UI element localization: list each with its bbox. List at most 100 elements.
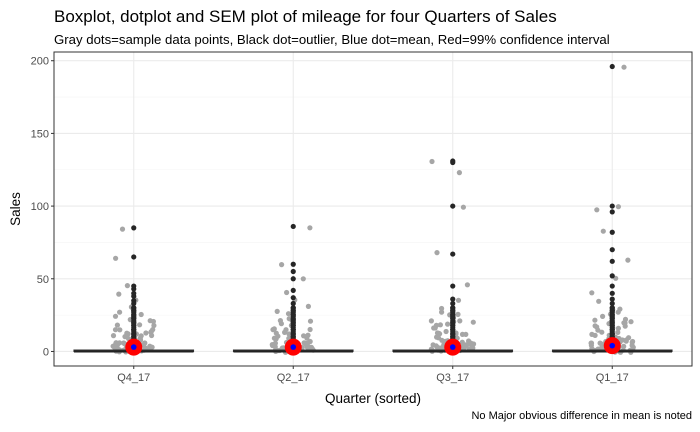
- sample-point: [125, 331, 131, 337]
- sample-point: [307, 326, 313, 333]
- sample-point: [116, 291, 122, 297]
- sample-point: [433, 322, 439, 328]
- sample-point: [273, 330, 279, 336]
- sample-point: [439, 305, 445, 312]
- sample-point: [435, 345, 441, 351]
- sample-point: [300, 276, 306, 282]
- sample-point: [112, 327, 119, 333]
- sample-point: [621, 343, 627, 349]
- sample-point: [600, 313, 606, 319]
- sample-point: [596, 298, 602, 304]
- outlier-point: [290, 300, 296, 307]
- mean-point: [449, 344, 456, 350]
- outlier-point: [450, 296, 456, 302]
- sample-point: [151, 322, 157, 329]
- sample-point: [455, 297, 462, 303]
- box-group-q3_17: [392, 158, 514, 356]
- x-tick-label: Q3_17: [436, 372, 469, 384]
- sample-point: [439, 337, 445, 343]
- sample-point: [305, 303, 311, 309]
- sample-point: [273, 336, 279, 342]
- outlier-point: [131, 254, 137, 260]
- sample-point: [629, 339, 635, 345]
- sample-point: [443, 328, 449, 335]
- sample-point: [282, 329, 288, 335]
- outlier-point: [450, 251, 456, 257]
- sample-point: [285, 311, 292, 317]
- sample-point: [113, 255, 119, 261]
- outlier-point: [290, 268, 296, 275]
- box-group-q1_17: [551, 63, 673, 355]
- sample-point: [112, 313, 119, 319]
- sample-point: [459, 339, 465, 345]
- x-tick-label: Q1_17: [596, 372, 629, 384]
- sample-point: [272, 344, 278, 350]
- sample-point: [594, 207, 600, 213]
- sample-point: [460, 204, 466, 210]
- outlier-point: [609, 290, 615, 296]
- sample-point: [589, 290, 595, 296]
- sample-point: [307, 318, 314, 324]
- outlier-point: [290, 261, 296, 267]
- sample-point: [445, 321, 451, 327]
- panel-background: [54, 52, 692, 366]
- sample-point: [456, 170, 462, 176]
- sample-point: [463, 331, 469, 337]
- sample-point: [457, 318, 463, 324]
- outlier-point: [609, 229, 615, 235]
- sample-point: [148, 329, 154, 335]
- sample-point: [470, 319, 476, 325]
- sample-point: [594, 324, 600, 330]
- sample-point: [307, 225, 313, 231]
- sample-point: [137, 335, 143, 341]
- sample-point: [436, 330, 442, 336]
- sample-point: [270, 327, 276, 333]
- outlier-point: [290, 287, 296, 294]
- sample-point: [615, 329, 621, 335]
- sample-point: [592, 317, 598, 323]
- outlier-point: [609, 209, 615, 215]
- outlier-point: [450, 305, 456, 311]
- sample-point: [589, 331, 595, 337]
- outlier-point: [450, 158, 456, 164]
- outlier-point: [609, 296, 615, 302]
- sample-point: [143, 330, 149, 336]
- mean-point: [609, 342, 616, 349]
- sample-point: [301, 333, 307, 339]
- sample-point: [147, 318, 153, 324]
- outlier-point: [290, 276, 296, 282]
- y-axis-title: Sales: [8, 192, 23, 226]
- sample-point: [117, 309, 123, 315]
- outlier-point: [609, 273, 615, 279]
- sample-point: [588, 340, 595, 346]
- sample-point: [615, 325, 622, 331]
- outlier-point: [450, 203, 456, 209]
- sample-point: [434, 250, 440, 256]
- x-tick-label: Q2_17: [277, 372, 310, 384]
- outlier-point: [450, 283, 456, 289]
- sample-point: [621, 320, 627, 326]
- outlier-point: [131, 283, 137, 289]
- chart-marks: [73, 63, 673, 356]
- sample-point: [437, 322, 443, 328]
- y-tick-label: 100: [31, 201, 49, 213]
- box-group-q4_17: [73, 225, 195, 356]
- sample-point: [112, 343, 118, 350]
- sample-point: [623, 338, 629, 344]
- outlier-point: [131, 225, 137, 231]
- y-tick-label: 200: [31, 56, 49, 68]
- sample-point: [284, 289, 290, 296]
- outlier-point: [609, 247, 615, 253]
- outlier-point: [290, 223, 296, 230]
- sample-point: [617, 306, 623, 312]
- outlier-point: [290, 295, 296, 301]
- chart-title: Boxplot, dotplot and SEM plot of mileage…: [54, 7, 557, 26]
- outlier-point: [609, 283, 615, 289]
- sample-point: [625, 257, 631, 263]
- sample-point: [439, 309, 445, 315]
- sample-point: [615, 204, 622, 210]
- outlier-point: [450, 300, 456, 307]
- sample-point: [116, 340, 123, 346]
- sample-point: [455, 311, 461, 317]
